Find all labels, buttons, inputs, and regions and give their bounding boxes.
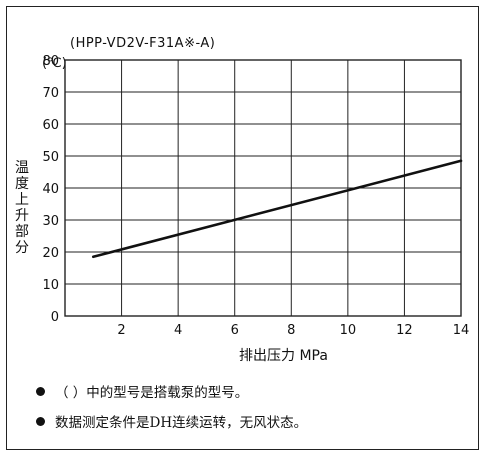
x-tick-label: 12 xyxy=(396,323,413,338)
y-tick-label: 30 xyxy=(42,214,59,229)
note-text: 数据测定条件是DH连续运转，无风状态。 xyxy=(55,415,308,431)
y-tick-label: 60 xyxy=(42,118,59,133)
y-tick-label: 0 xyxy=(51,310,59,325)
x-tick-label: 4 xyxy=(174,323,182,338)
y-tick-label: 80 xyxy=(42,54,59,69)
y-tick-label: 20 xyxy=(42,246,59,261)
y-axis-label: 温度上升部分 xyxy=(15,160,29,256)
x-tick-label: 8 xyxy=(287,323,295,338)
x-tick-label: 2 xyxy=(117,323,125,338)
y-tick-label: 70 xyxy=(42,86,59,101)
x-axis-label: 排出压力 MPa xyxy=(239,348,328,364)
note-item: 数据测定条件是DH连续运转，无风状态。 xyxy=(36,406,466,436)
y-tick-label: 40 xyxy=(42,182,59,197)
x-tick-label: 10 xyxy=(340,323,357,338)
x-tick-label: 14 xyxy=(453,323,470,338)
y-tick-label: 10 xyxy=(42,278,59,293)
figure-frame xyxy=(6,6,479,450)
bullet-icon xyxy=(36,386,45,396)
y-tick-label: 50 xyxy=(42,150,59,165)
series-line xyxy=(91,159,463,259)
note-text: （ ）中的型号是搭载泵的型号。 xyxy=(55,385,249,401)
chart-title: (HPP-VD2V-F31A※-A) xyxy=(70,36,216,51)
x-tick-label: 6 xyxy=(231,323,239,338)
note-item: （ ）中的型号是搭载泵的型号。 xyxy=(36,376,466,406)
notes-list: （ ）中的型号是搭载泵的型号。 数据测定条件是DH连续运转，无风状态。 xyxy=(36,376,466,436)
bullet-icon xyxy=(36,416,45,426)
y-unit-label: (℃) xyxy=(42,56,67,71)
